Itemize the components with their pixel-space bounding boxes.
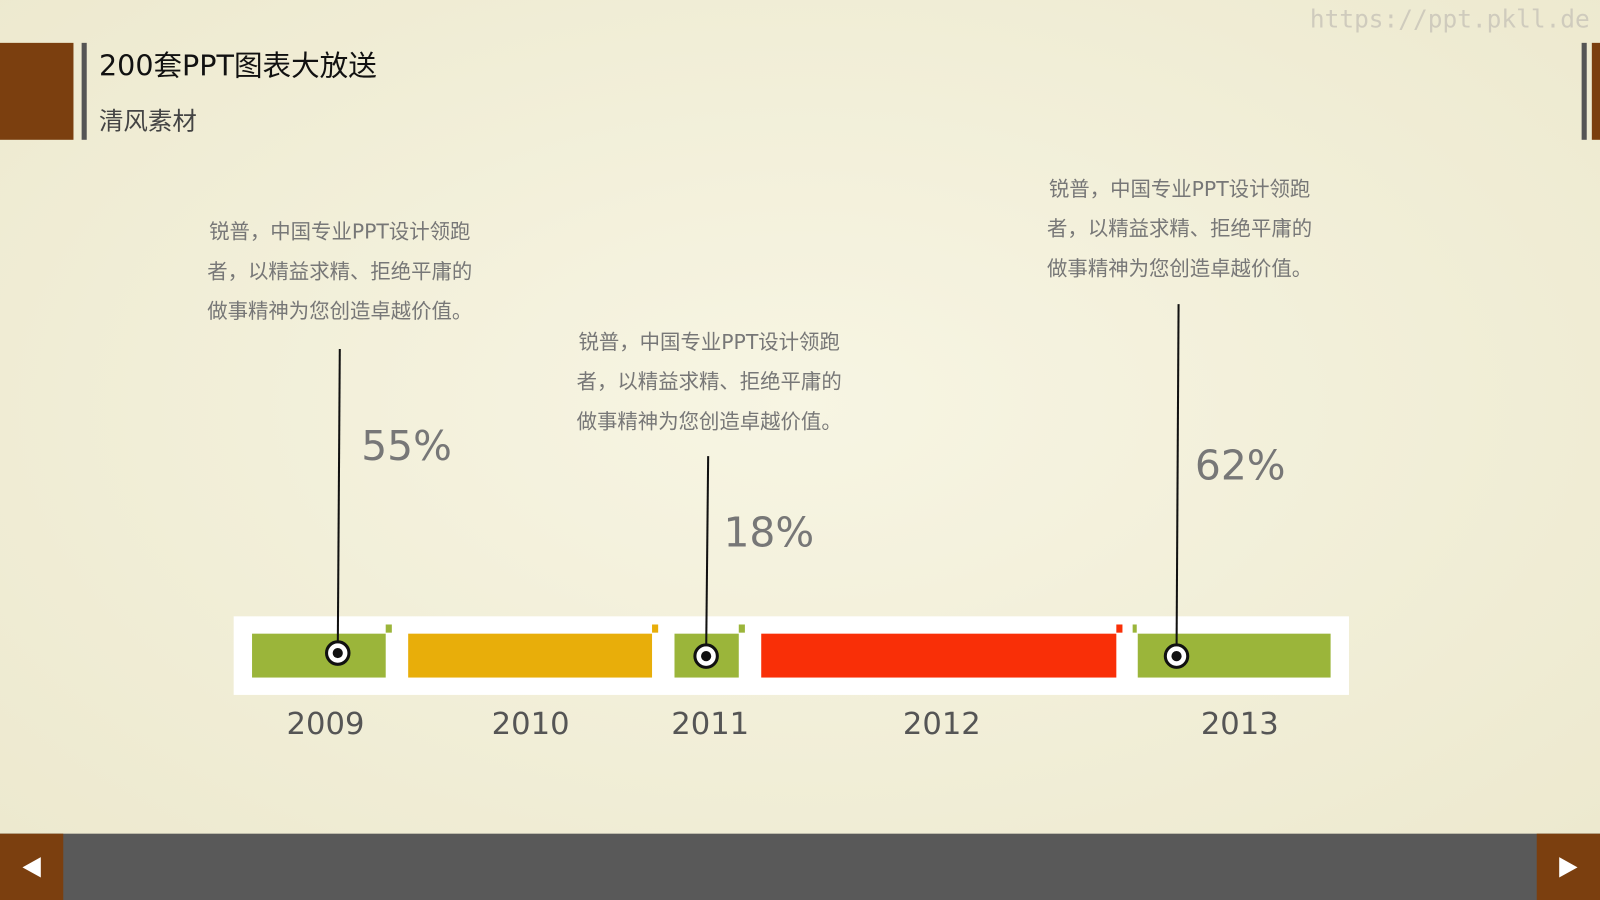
side-block — [1591, 42, 1600, 140]
year-label: 2009 — [287, 707, 365, 742]
segment-tab — [385, 624, 392, 633]
bottom-bar — [0, 833, 1600, 900]
callout-text: 者，以精益求精、拒绝平庸的 — [577, 370, 842, 394]
prev-arrow[interactable] — [22, 857, 41, 878]
segment-tab — [1116, 624, 1123, 633]
marker-dot — [701, 651, 712, 662]
percent-label: 62% — [1195, 441, 1286, 489]
header-block — [0, 42, 74, 140]
callout-text: 做事精神为您创造卓越价值。 — [1047, 256, 1312, 280]
segment-tab — [652, 624, 659, 633]
year-label: 2011 — [671, 707, 749, 742]
subtitle: 清风素材 — [99, 106, 197, 135]
side-rule — [1581, 42, 1587, 140]
prev-button[interactable] — [0, 833, 64, 900]
callout-text: 做事精神为您创造卓越价值。 — [207, 299, 472, 323]
marker-dot — [1171, 651, 1182, 662]
title: 200套PPT图表大放送 — [99, 48, 377, 82]
percent-label: 55% — [361, 422, 452, 470]
percent-label: 18% — [723, 509, 814, 557]
callout-text: 做事精神为您创造卓越价值。 — [577, 409, 842, 433]
callout-text: 者，以精益求精、拒绝平庸的 — [207, 259, 472, 283]
callout-line — [705, 456, 710, 657]
callout-text: 锐普，中国专业PPT设计领跑 — [1049, 177, 1310, 201]
callout-text: 锐普，中国专业PPT设计领跑 — [579, 330, 840, 354]
header-rule — [81, 42, 87, 140]
watermark: https://ppt.pkll.de — [1310, 4, 1590, 33]
timeline-segment — [761, 633, 1117, 678]
callout-line — [1175, 304, 1180, 657]
year-label: 2010 — [492, 707, 570, 742]
year-label: 2012 — [903, 707, 981, 742]
next-button[interactable] — [1536, 833, 1600, 900]
segment-tab — [738, 624, 745, 633]
callout-line — [336, 348, 341, 654]
timeline-segment — [408, 633, 653, 678]
callout-text: 锐普，中国专业PPT设计领跑 — [209, 220, 470, 244]
next-arrow[interactable] — [1559, 857, 1578, 878]
year-label: 2013 — [1201, 707, 1279, 742]
segment-tab — [1132, 624, 1137, 633]
marker-dot — [332, 647, 343, 659]
timeline-segment — [252, 633, 386, 678]
callout-text: 者，以精益求精、拒绝平庸的 — [1047, 217, 1312, 241]
